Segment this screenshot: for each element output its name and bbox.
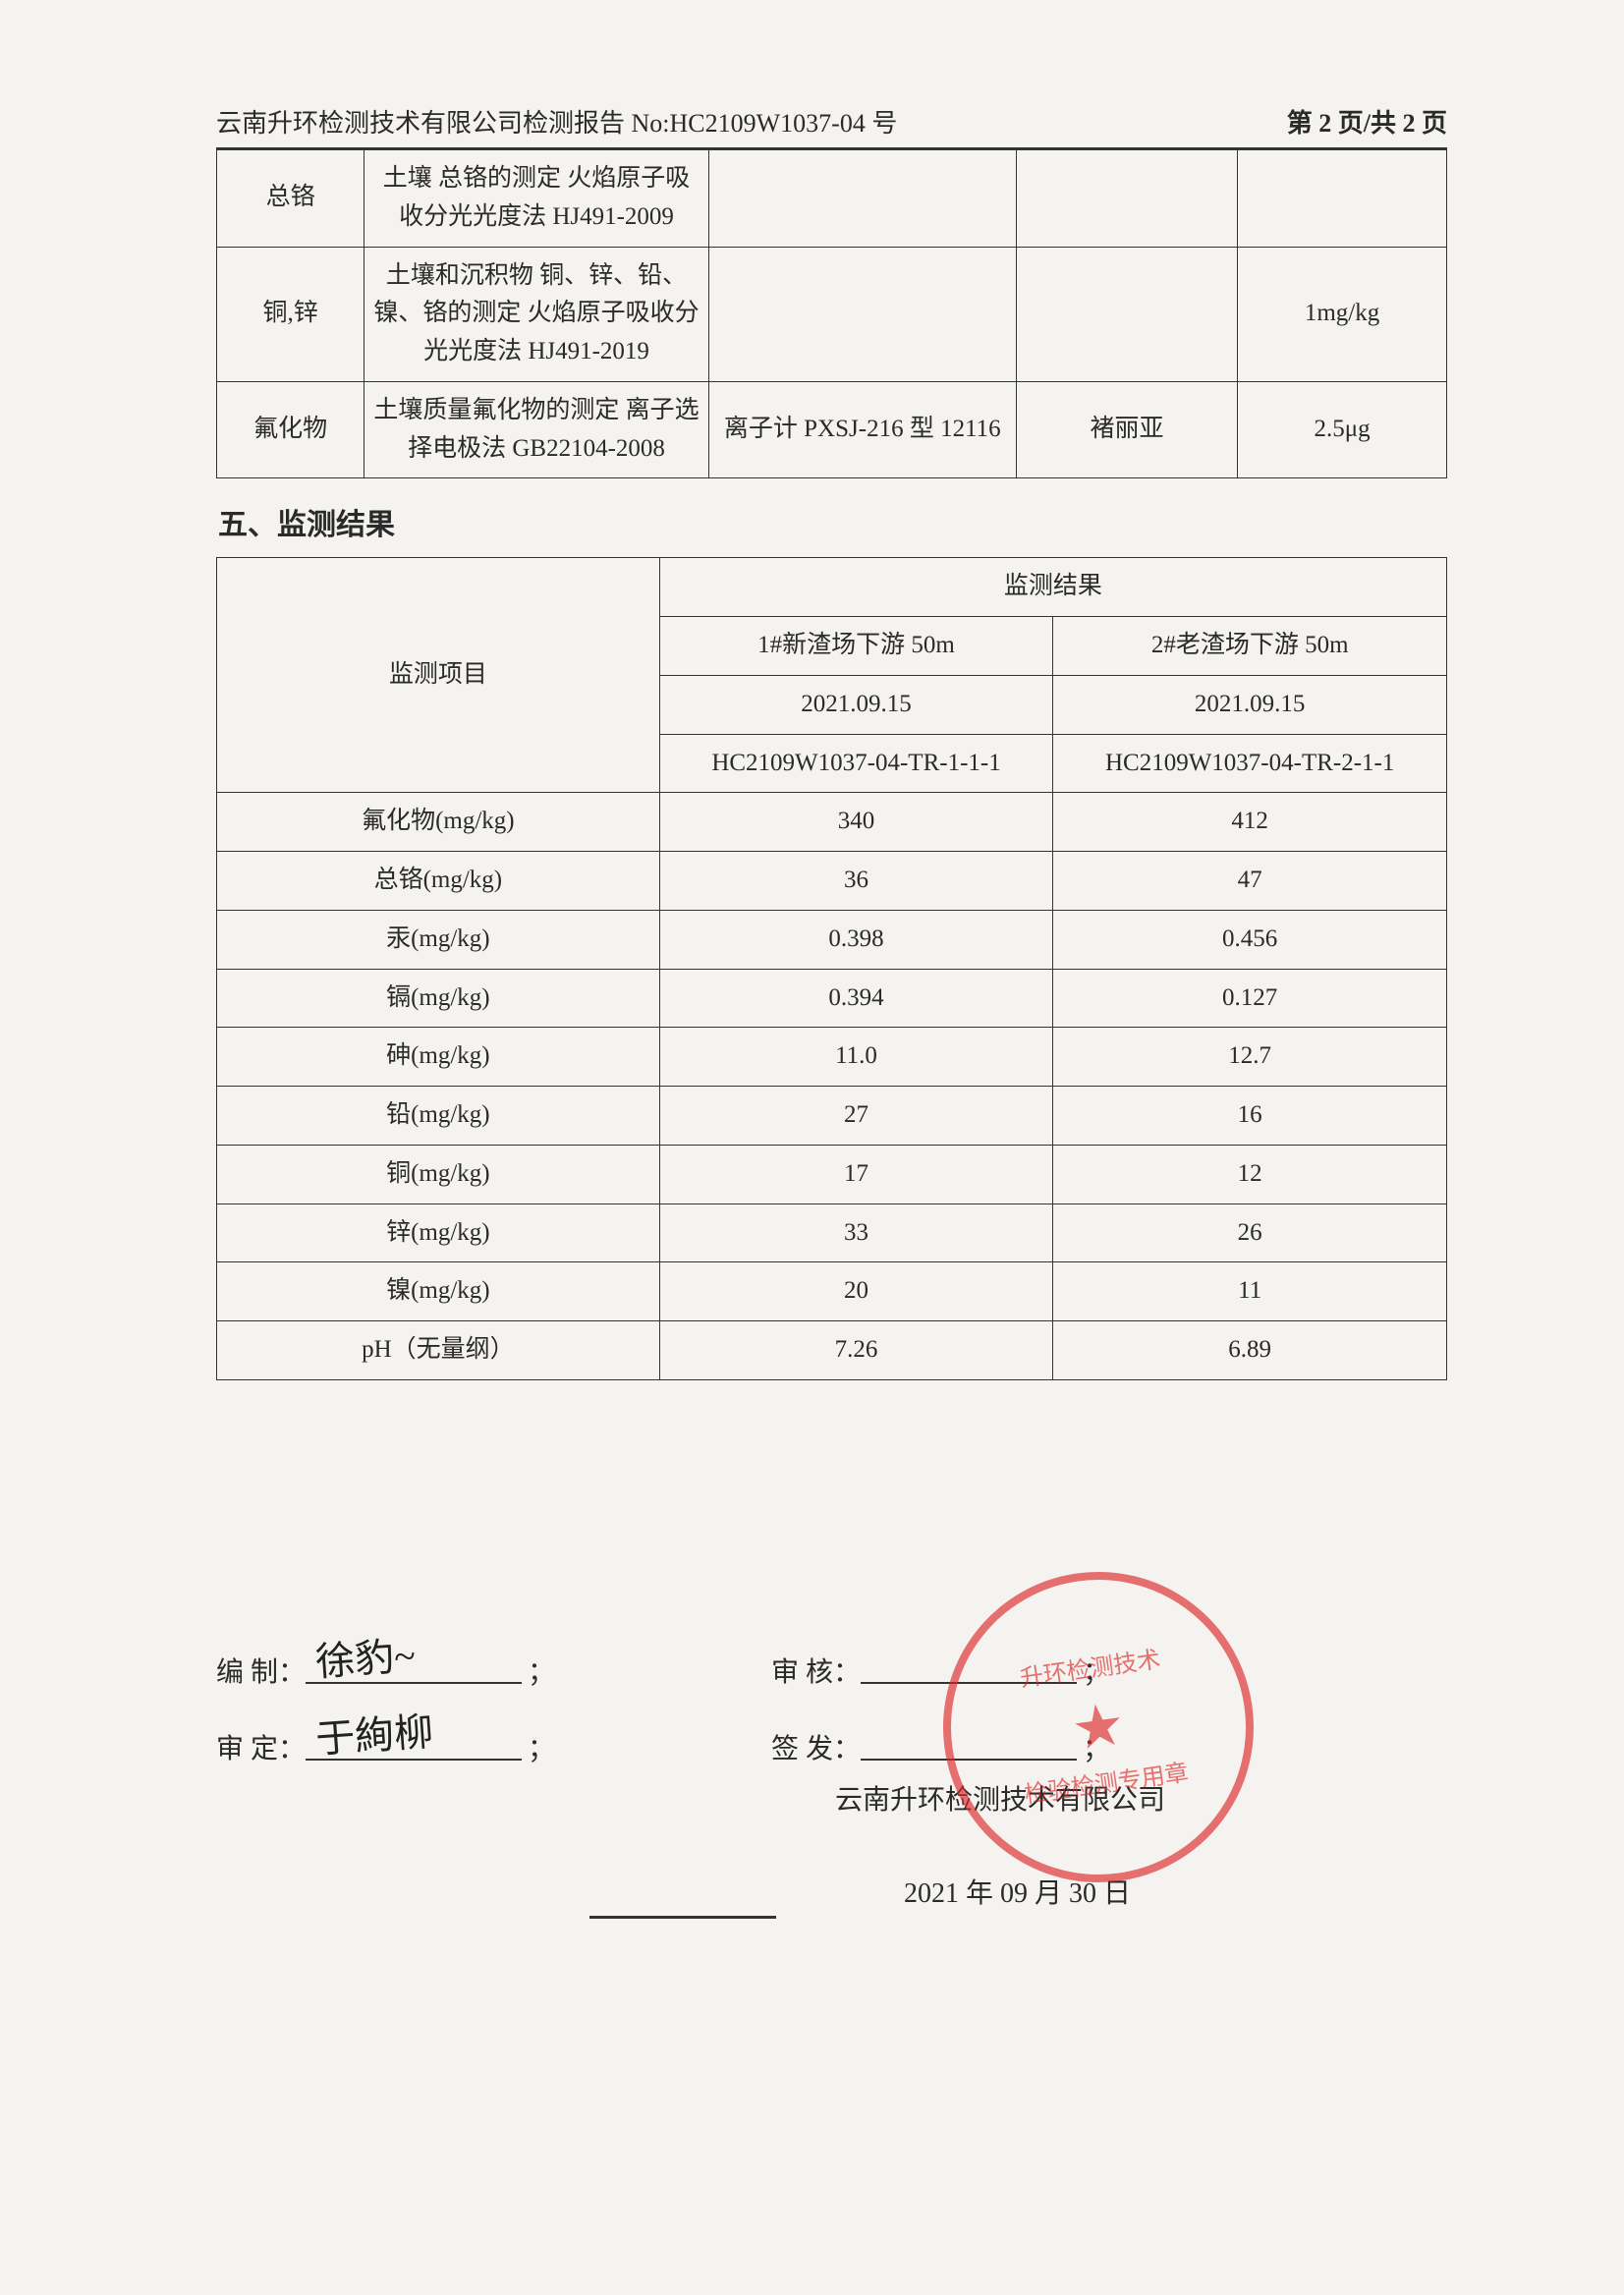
result-v1: 0.394 xyxy=(659,969,1053,1028)
method-desc: 土壤 总铬的测定 火焰原子吸收分光光度法 HJ491-2009 xyxy=(364,150,709,248)
method-analyst xyxy=(1016,247,1237,381)
result-name: 总铬(mg/kg) xyxy=(217,852,660,911)
method-analyst xyxy=(1016,150,1237,248)
result-v1: 20 xyxy=(659,1262,1053,1321)
table-row: 氟化物 土壤质量氟化物的测定 离子选择电极法 GB22104-2008 离子计 … xyxy=(217,381,1447,478)
table-row: 总铬 土壤 总铬的测定 火焰原子吸收分光光度法 HJ491-2009 xyxy=(217,150,1447,248)
results-code1: HC2109W1037-04-TR-1-1-1 xyxy=(659,734,1053,793)
method-item: 铜,锌 xyxy=(217,247,364,381)
report-date: 2021 年 09 月 30 日 xyxy=(904,1872,1131,1911)
result-name: 砷(mg/kg) xyxy=(217,1028,660,1087)
result-v1: 27 xyxy=(659,1087,1053,1146)
result-name: 锌(mg/kg) xyxy=(217,1203,660,1262)
issue-label: 签 发： xyxy=(771,1727,861,1766)
result-v1: 7.26 xyxy=(659,1321,1053,1380)
results-header-item: 监测项目 xyxy=(217,558,660,793)
semicolon: ； xyxy=(528,1727,555,1766)
review-label: 审 定： xyxy=(216,1727,306,1766)
semicolon: ； xyxy=(528,1651,555,1690)
audit-label: 审 核： xyxy=(771,1651,861,1690)
result-v1: 17 xyxy=(659,1145,1053,1203)
method-desc: 土壤和沉积物 铜、锌、铅、镍、铬的测定 火焰原子吸收分光光度法 HJ491-20… xyxy=(364,247,709,381)
method-desc: 土壤质量氟化物的测定 离子选择电极法 GB22104-2008 xyxy=(364,381,709,478)
table-row: 铜(mg/kg) 17 12 xyxy=(217,1145,1447,1203)
result-v1: 0.398 xyxy=(659,910,1053,969)
result-name: 镍(mg/kg) xyxy=(217,1262,660,1321)
method-analyst: 褚丽亚 xyxy=(1016,381,1237,478)
result-v2: 26 xyxy=(1053,1203,1447,1262)
table-row: 镍(mg/kg) 20 11 xyxy=(217,1262,1447,1321)
table-row: 砷(mg/kg) 11.0 12.7 xyxy=(217,1028,1447,1087)
table-row: pH（无量纲） 7.26 6.89 xyxy=(217,1321,1447,1380)
result-v2: 0.127 xyxy=(1053,969,1447,1028)
compile-signature-line: 徐豹~ xyxy=(306,1651,522,1684)
table-row: 汞(mg/kg) 0.398 0.456 xyxy=(217,910,1447,969)
table-row: 镉(mg/kg) 0.394 0.127 xyxy=(217,969,1447,1028)
result-name: 氟化物(mg/kg) xyxy=(217,793,660,852)
result-v1: 340 xyxy=(659,793,1053,852)
results-code2: HC2109W1037-04-TR-2-1-1 xyxy=(1053,734,1447,793)
table-row: 氟化物(mg/kg) 340 412 xyxy=(217,793,1447,852)
review-signature-line: 于絢柳 xyxy=(306,1727,522,1761)
result-name: pH（无量纲） xyxy=(217,1321,660,1380)
page-header: 云南升环检测技术有限公司检测报告 No:HC2109W1037-04 号 第 2… xyxy=(216,103,1447,149)
results-date2: 2021.09.15 xyxy=(1053,675,1447,734)
company-name: 云南升环检测技术有限公司 xyxy=(835,1778,1165,1818)
results-table: 监测项目 监测结果 1#新渣场下游 50m 2#老渣场下游 50m 2021.0… xyxy=(216,557,1447,1380)
results-date1: 2021.09.15 xyxy=(659,675,1053,734)
signature-scribble-icon: 徐豹~ xyxy=(313,1624,417,1688)
signature-block: 编 制： 徐豹~ ； 审 核： ； 审 定： 于絢柳 ； 签 发： ； xyxy=(216,1651,1444,1804)
table-row: 监测项目 监测结果 xyxy=(217,558,1447,617)
result-v2: 412 xyxy=(1053,793,1447,852)
table-row: 锌(mg/kg) 33 26 xyxy=(217,1203,1447,1262)
table-row: 总铬(mg/kg) 36 47 xyxy=(217,852,1447,911)
results-loc2: 2#老渣场下游 50m xyxy=(1053,617,1447,676)
method-instrument xyxy=(708,150,1016,248)
footer-divider xyxy=(589,1916,776,1919)
method-limit: 2.5μg xyxy=(1238,381,1447,478)
method-item: 氟化物 xyxy=(217,381,364,478)
result-name: 镉(mg/kg) xyxy=(217,969,660,1028)
method-limit xyxy=(1238,150,1447,248)
result-v2: 16 xyxy=(1053,1087,1447,1146)
result-v2: 12.7 xyxy=(1053,1028,1447,1087)
header-left: 云南升环检测技术有限公司检测报告 No:HC2109W1037-04 号 xyxy=(216,103,897,140)
table-row: 铅(mg/kg) 27 16 xyxy=(217,1087,1447,1146)
result-v1: 11.0 xyxy=(659,1028,1053,1087)
result-v2: 0.456 xyxy=(1053,910,1447,969)
result-v1: 33 xyxy=(659,1203,1053,1262)
issue-signature-line xyxy=(861,1727,1077,1761)
method-instrument xyxy=(708,247,1016,381)
semicolon: ； xyxy=(1083,1727,1110,1766)
header-right: 第 2 页/共 2 页 xyxy=(1287,103,1447,140)
result-name: 汞(mg/kg) xyxy=(217,910,660,969)
results-header-results: 监测结果 xyxy=(659,558,1446,617)
result-v2: 6.89 xyxy=(1053,1321,1447,1380)
audit-signature-line xyxy=(861,1651,1077,1684)
result-v2: 12 xyxy=(1053,1145,1447,1203)
result-v1: 36 xyxy=(659,852,1053,911)
semicolon: ； xyxy=(1083,1651,1110,1690)
section-5-title: 五、监测结果 xyxy=(218,500,1447,543)
methods-table: 总铬 土壤 总铬的测定 火焰原子吸收分光光度法 HJ491-2009 铜,锌 土… xyxy=(216,149,1447,478)
table-row: 铜,锌 土壤和沉积物 铜、锌、铅、镍、铬的测定 火焰原子吸收分光光度法 HJ49… xyxy=(217,247,1447,381)
method-item: 总铬 xyxy=(217,150,364,248)
method-instrument: 离子计 PXSJ-216 型 12116 xyxy=(708,381,1016,478)
result-v2: 11 xyxy=(1053,1262,1447,1321)
method-limit: 1mg/kg xyxy=(1238,247,1447,381)
signature-scribble-icon: 于絢柳 xyxy=(313,1700,435,1764)
result-name: 铜(mg/kg) xyxy=(217,1145,660,1203)
result-v2: 47 xyxy=(1053,852,1447,911)
results-loc1: 1#新渣场下游 50m xyxy=(659,617,1053,676)
compile-label: 编 制： xyxy=(216,1651,306,1690)
result-name: 铅(mg/kg) xyxy=(217,1087,660,1146)
